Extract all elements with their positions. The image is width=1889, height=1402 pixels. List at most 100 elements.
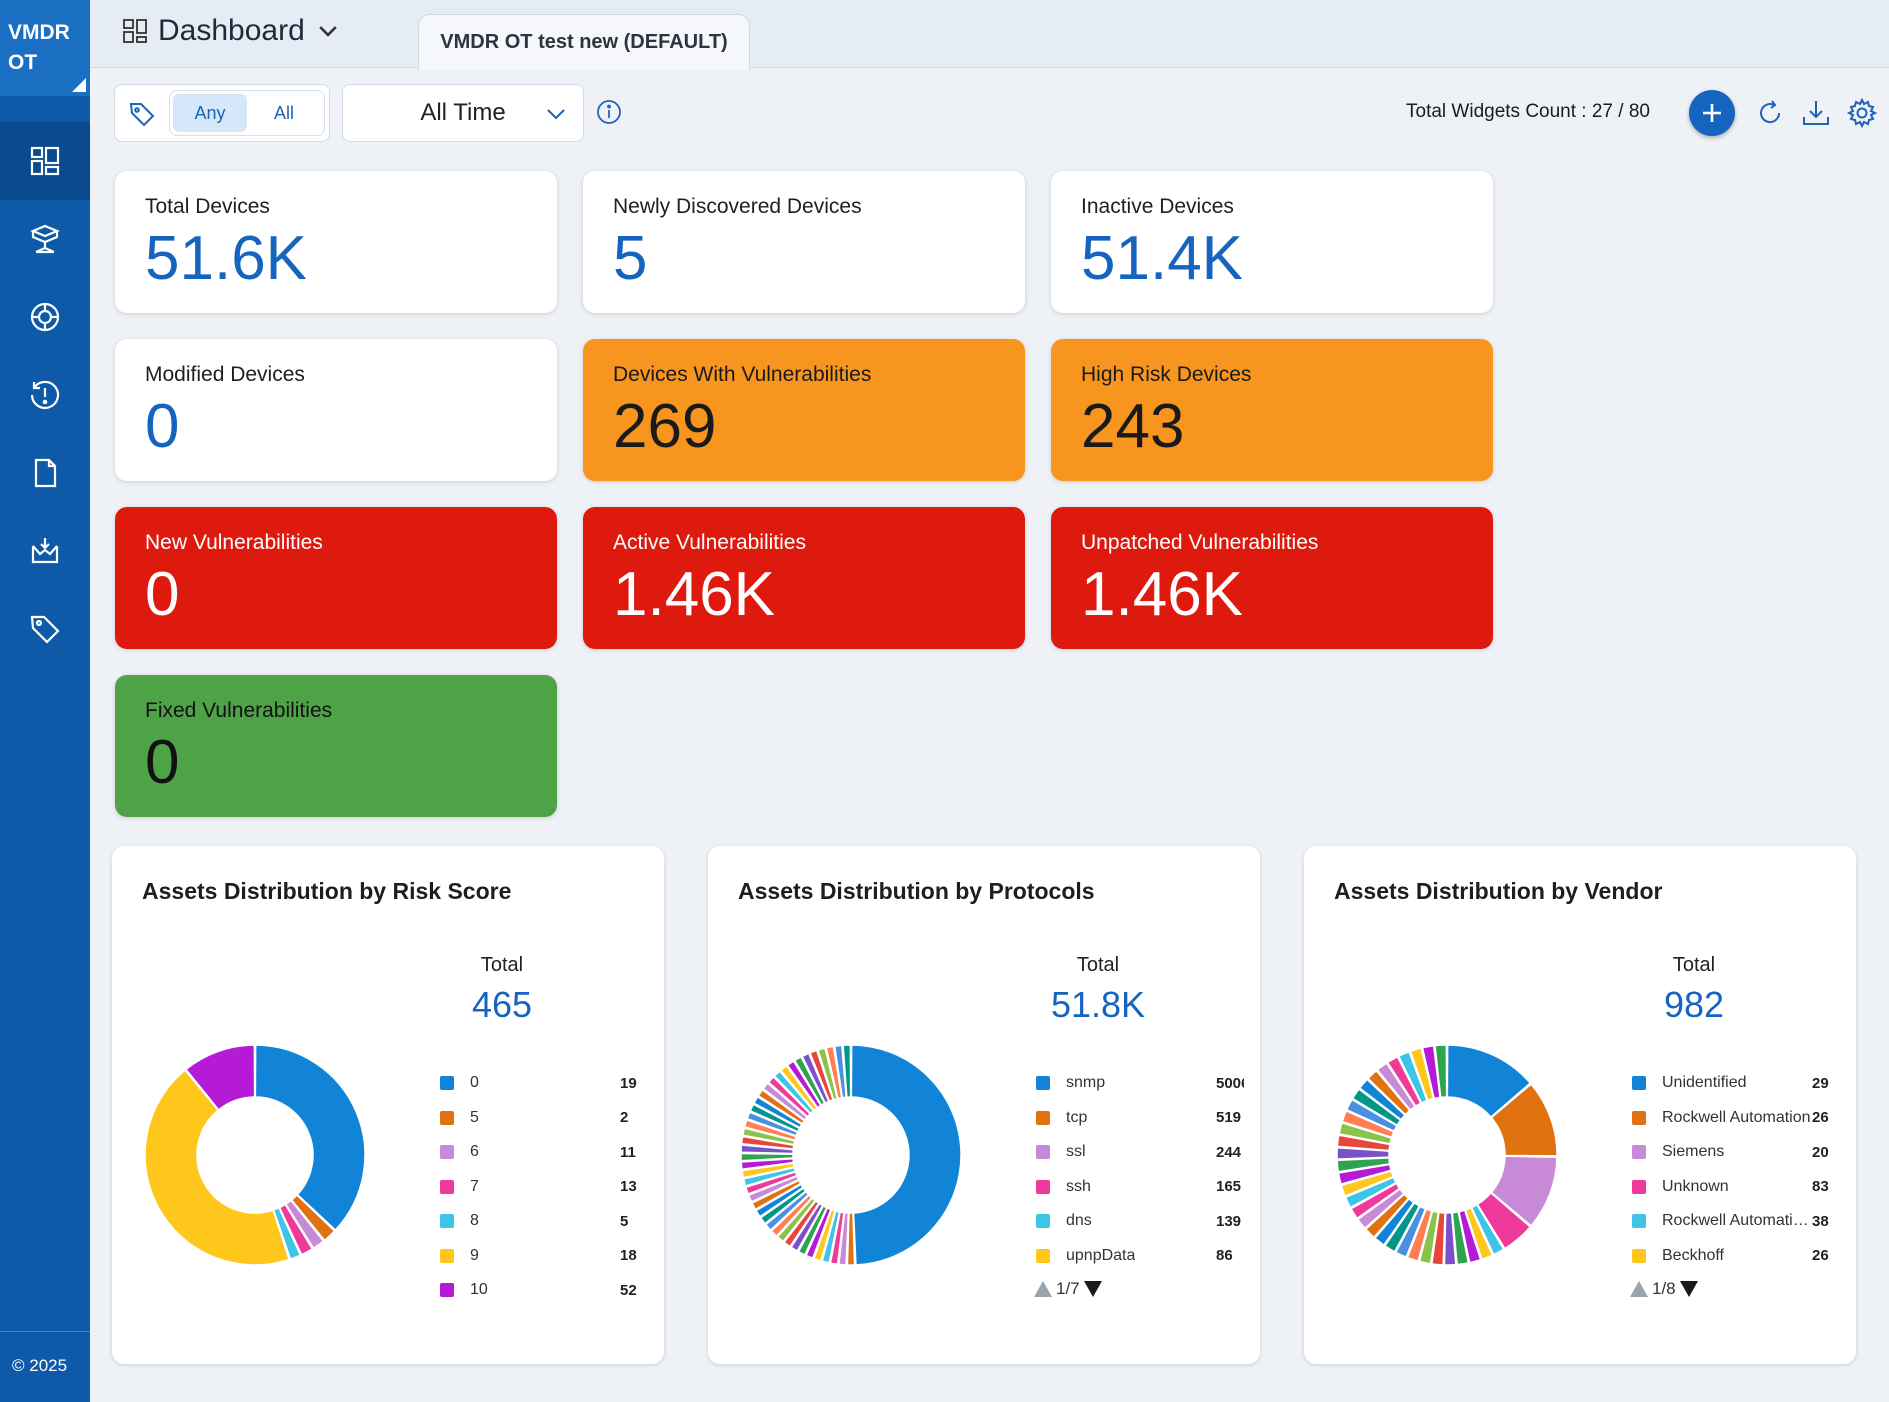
card-value: 5 [613, 224, 648, 293]
legend-swatch [440, 1145, 454, 1160]
time-range-select[interactable]: All Time [342, 84, 584, 142]
legend-item[interactable]: ssl 244 [1036, 1135, 1244, 1170]
card-modified-devices[interactable]: Modified Devices 0 [115, 339, 557, 481]
donut-slice[interactable] [842, 1044, 852, 1098]
card-new-vulnerabilities[interactable]: New Vulnerabilities 0 [115, 507, 557, 649]
card-devices-with-vulnerabilities[interactable]: Devices With Vulnerabilities 269 [583, 339, 1025, 481]
card-label: Fixed Vulnerabilities [145, 699, 333, 722]
donut-slice[interactable] [1490, 1155, 1558, 1227]
dashboard-selector[interactable]: Dashboard [122, 14, 341, 48]
donut-slice[interactable] [1446, 1044, 1532, 1119]
donut-slice[interactable] [144, 1069, 291, 1266]
card-inactive-devices[interactable]: Inactive Devices 51.4K [1051, 171, 1493, 313]
pager-down-icon[interactable] [1083, 1281, 1102, 1297]
all-toggle-button[interactable]: All [273, 102, 294, 123]
chart-total-label: Total [480, 954, 524, 976]
legend-label: Beckhoff [1662, 1246, 1724, 1264]
legend-item[interactable]: 6 11 [440, 1135, 648, 1170]
legend-label: Siemens [1662, 1143, 1725, 1161]
legend-item[interactable]: Unidentified 29 [1632, 1066, 1840, 1101]
legend-swatch [1632, 1145, 1646, 1160]
legend-label: dns [1066, 1212, 1092, 1230]
sidebar-item-network[interactable] [0, 278, 90, 356]
card-fixed-vulnerabilities[interactable]: Fixed Vulnerabilities 0 [115, 675, 557, 817]
card-label: Modified Devices [145, 363, 305, 386]
card-unpatched-vulnerabilities[interactable]: Unpatched Vulnerabilities 1.46K [1051, 507, 1493, 649]
card-total-devices[interactable]: Total Devices 51.6K [115, 171, 557, 313]
legend-item[interactable]: Siemens 20 [1632, 1135, 1840, 1170]
risk-score-donut-chart[interactable] [142, 1042, 368, 1268]
page-title: Dashboard [158, 14, 305, 47]
alert-history-icon [30, 380, 60, 410]
legend-count: 11 [620, 1143, 636, 1161]
tag-filter: Any All [114, 84, 330, 142]
any-toggle-button[interactable]: Any [173, 94, 247, 132]
donut-slice[interactable] [1490, 1083, 1558, 1157]
sidebar-item-alerts[interactable] [0, 356, 90, 434]
legend-item[interactable]: 10 52 [440, 1273, 648, 1308]
brand-title: VMDR OT [8, 21, 70, 74]
legend-count: 86 [1216, 1247, 1233, 1265]
chart-total-value: 465 [471, 984, 533, 1025]
legend-item[interactable]: dns 139 [1036, 1204, 1244, 1239]
legend-item[interactable]: snmp 5006 [1036, 1066, 1244, 1101]
legend-item[interactable]: 7 13 [440, 1170, 648, 1205]
card-high-risk-devices[interactable]: High Risk Devices 243 [1051, 339, 1493, 481]
refresh-icon[interactable] [1754, 97, 1786, 129]
legend-count: 26 [1812, 1109, 1829, 1127]
card-label: Unpatched Vulnerabilities [1081, 531, 1319, 554]
sidebar-item-downloads[interactable] [0, 512, 90, 590]
network-icon [30, 302, 60, 332]
pager-down-icon[interactable] [1679, 1281, 1698, 1297]
legend-pager: 1/7 [1034, 1279, 1102, 1299]
legend-item[interactable]: Beckhoff 26 [1632, 1239, 1840, 1274]
donut-slice[interactable] [184, 1044, 256, 1111]
vendor-donut-chart[interactable] [1334, 1042, 1560, 1268]
download-icon [31, 538, 59, 564]
legend-swatch [440, 1110, 454, 1125]
card-value: 0 [145, 728, 180, 797]
legend-item[interactable]: 0 19 [440, 1066, 648, 1101]
legend-count: 2 [620, 1109, 629, 1127]
brand-logo[interactable]: VMDR OT [0, 0, 90, 96]
chart-total-label: Total [1076, 954, 1120, 976]
card-active-vulnerabilities[interactable]: Active Vulnerabilities 1.46K [583, 507, 1025, 649]
legend-item[interactable]: ssh 165 [1036, 1170, 1244, 1205]
sidebar-item-dashboard[interactable] [0, 122, 90, 200]
card-newly-discovered-devices[interactable]: Newly Discovered Devices 5 [583, 171, 1025, 313]
legend-label: tcp [1066, 1108, 1088, 1126]
card-value: 243 [1081, 392, 1185, 461]
legend-item[interactable]: Unknown 83 [1632, 1170, 1840, 1205]
legend-label: snmp [1066, 1074, 1106, 1092]
legend-item[interactable]: tcp 519 [1036, 1101, 1244, 1136]
top-bar [90, 0, 1889, 68]
legend-label: Rockwell Automation… [1662, 1212, 1812, 1230]
legend-item[interactable]: Rockwell Automation… 38 [1632, 1204, 1840, 1239]
protocols-donut-chart[interactable] [738, 1042, 964, 1268]
gear-icon[interactable] [1846, 97, 1878, 129]
pager-up-icon[interactable] [1034, 1281, 1052, 1297]
donut-slice[interactable] [850, 1044, 962, 1266]
legend-item[interactable]: upnpData 86 [1036, 1239, 1244, 1274]
card-label: Devices With Vulnerabilities [613, 363, 872, 386]
pager-up-icon[interactable] [1630, 1281, 1648, 1297]
donut-slice[interactable] [1434, 1044, 1448, 1099]
card-value: 0 [145, 560, 180, 629]
tab-default-dashboard[interactable]: VMDR OT test new (DEFAULT) [418, 14, 750, 70]
donut-slice[interactable] [254, 1044, 366, 1232]
legend-item[interactable]: 9 18 [440, 1239, 648, 1274]
legend-item[interactable]: Rockwell Automation 26 [1632, 1101, 1840, 1136]
any-all-toggle: Any All [169, 90, 325, 136]
legend-swatch [1036, 1179, 1050, 1194]
legend-count: 38 [1812, 1212, 1829, 1230]
sidebar-item-tags[interactable] [0, 590, 90, 668]
add-widget-button[interactable] [1689, 90, 1735, 136]
legend-swatch [440, 1076, 454, 1091]
info-icon[interactable] [596, 99, 622, 125]
chart-legend: Unidentified 29 Rockwell Automation 26 Sieme… [1632, 1066, 1840, 1273]
sidebar-item-reports[interactable] [0, 434, 90, 512]
sidebar-item-inventory[interactable] [0, 200, 90, 278]
download-icon[interactable] [1800, 97, 1832, 129]
